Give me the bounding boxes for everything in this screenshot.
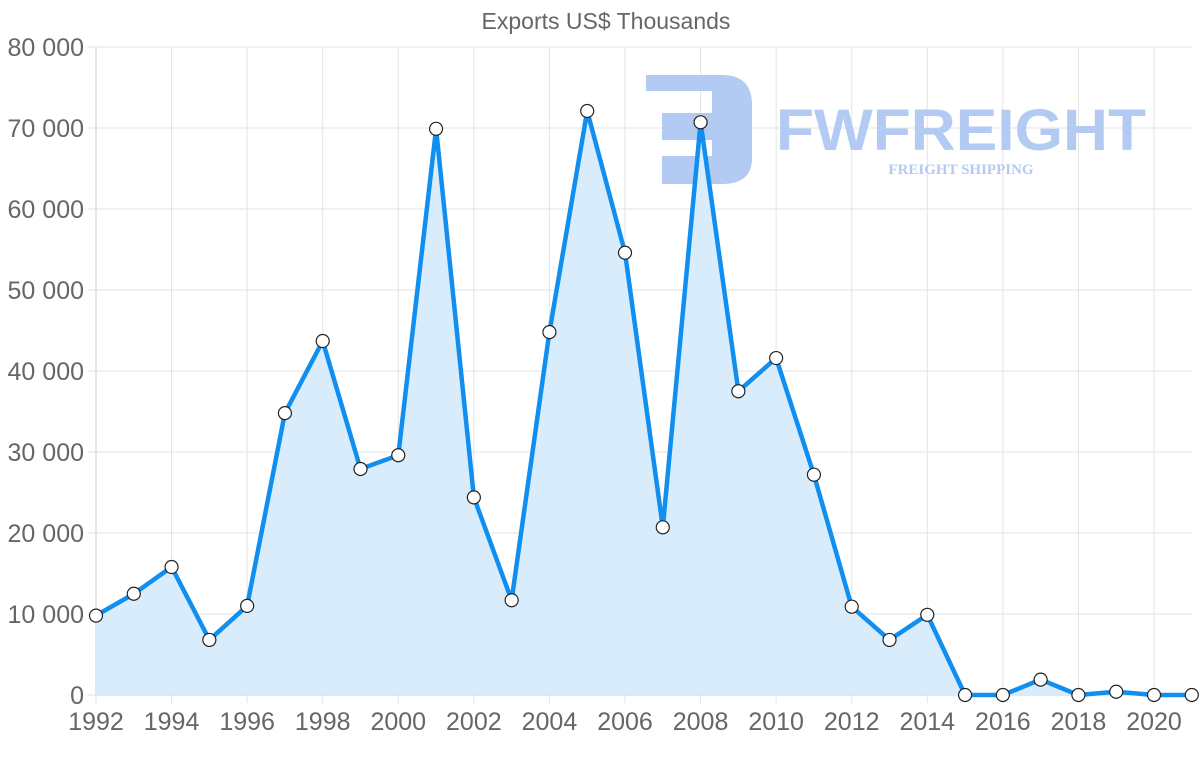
y-tick-label: 30 000 — [8, 439, 84, 467]
data-point-marker — [277, 406, 293, 421]
y-tick-label: 50 000 — [8, 277, 84, 305]
data-point-marker — [806, 467, 822, 482]
x-tick-label: 2000 — [370, 708, 426, 736]
data-point-marker — [693, 115, 708, 130]
y-tick-label: 80 000 — [8, 34, 84, 62]
x-tick-label: 1992 — [68, 708, 124, 736]
x-tick-label: 2012 — [824, 708, 880, 736]
y-tick-label: 70 000 — [8, 115, 84, 143]
x-axis: 1992 1994 1996 1998 2000 2002 2004 2006 2008 2010… — [68, 708, 1182, 736]
data-point-marker — [126, 586, 141, 601]
data-point-marker — [844, 599, 859, 614]
x-tick-label: 1998 — [295, 708, 351, 736]
x-tick-label: 2002 — [446, 708, 502, 736]
data-point-marker — [731, 384, 746, 399]
data-point-marker — [391, 448, 406, 463]
x-tick-label: 1994 — [144, 708, 200, 736]
data-point-markers — [88, 103, 1199, 703]
data-point-marker — [1109, 684, 1124, 699]
x-tick-label: 2006 — [597, 708, 653, 736]
data-point-marker — [580, 103, 595, 119]
data-point-marker — [655, 520, 670, 535]
data-point-marker — [353, 461, 368, 477]
y-tick-label: 20 000 — [8, 520, 84, 548]
data-point-marker — [769, 350, 784, 366]
x-tick-label: 2018 — [1051, 708, 1107, 736]
data-point-marker — [1033, 672, 1048, 687]
x-tick-label: 1996 — [219, 708, 275, 736]
data-point-marker — [617, 245, 633, 260]
x-tick-label: 2010 — [748, 708, 804, 736]
y-tick-label: 0 — [70, 682, 84, 710]
y-tick-label: 10 000 — [8, 601, 84, 629]
data-point-marker — [995, 687, 1010, 703]
data-point-marker — [504, 593, 519, 608]
data-point-marker — [542, 325, 557, 340]
x-tick-label: 2016 — [975, 708, 1031, 736]
data-point-marker — [428, 121, 444, 136]
data-point-marker — [1071, 687, 1086, 703]
x-tick-label: 2014 — [899, 708, 955, 736]
x-tick-label: 2008 — [673, 708, 729, 736]
watermark-brand: FWFREIGHT — [776, 98, 1146, 163]
data-point-marker — [1146, 687, 1162, 703]
watermark-logo: FWFREIGHT FREIGHT SHIPPING — [646, 75, 1146, 184]
x-tick-label: 2020 — [1126, 708, 1182, 736]
data-point-marker — [315, 333, 330, 349]
data-point-marker — [466, 490, 481, 505]
watermark-tagline: FREIGHT SHIPPING — [888, 162, 1033, 178]
data-point-marker — [920, 607, 935, 622]
chart-title: Exports US$ Thousands — [482, 8, 731, 34]
y-tick-label: 40 000 — [8, 358, 84, 386]
data-point-marker — [1184, 687, 1199, 703]
x-tick-label: 2004 — [522, 708, 578, 736]
data-point-marker — [240, 598, 255, 614]
data-point-marker — [88, 608, 104, 623]
y-tick-label: 60 000 — [8, 196, 84, 224]
data-point-marker — [882, 632, 897, 648]
data-point-marker — [957, 687, 973, 703]
data-point-marker — [164, 559, 179, 575]
data-point-marker — [202, 632, 217, 648]
y-axis: 0 10 000 20 000 30 000 40 000 50 000 60 000 70 … — [8, 34, 84, 710]
